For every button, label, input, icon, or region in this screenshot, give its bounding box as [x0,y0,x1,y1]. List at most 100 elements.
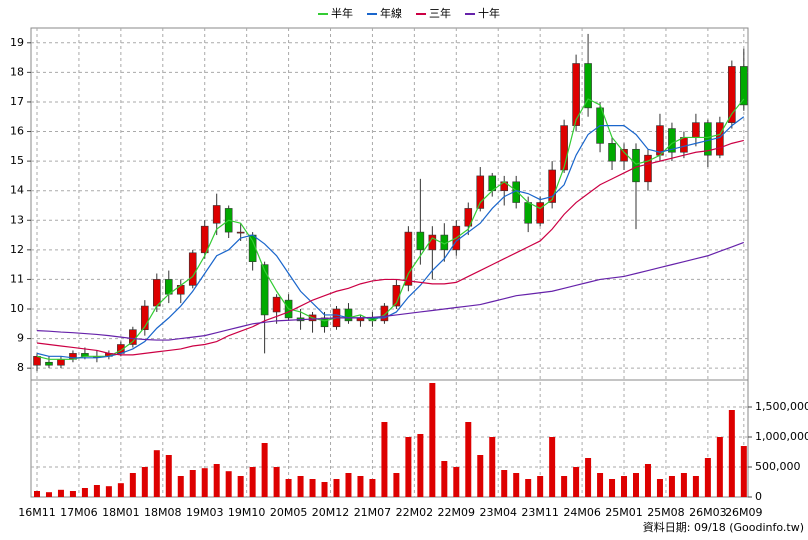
volume-bar [273,467,280,497]
volume-bar [261,443,268,497]
candle-body [584,63,592,109]
volume-bar [704,458,711,497]
x-tick-label: 21M07 [354,506,392,519]
volume-bar [525,479,532,497]
x-tick-label: 18M01 [102,506,140,519]
y-tick-label: 18 [10,65,24,78]
candle-body [476,175,485,209]
y-tick-label: 17 [10,95,24,108]
x-tick-label: 25M01 [605,506,643,519]
volume-bar [573,467,580,497]
x-tick-label: 23M11 [521,506,559,519]
volume-bar [321,482,328,497]
volume-bar [740,446,747,497]
candle-body [200,225,209,254]
volume-bar [489,437,496,497]
footer: 資料日期: 09/18 (Goodinfo.tw) [643,520,804,534]
legend-label: 十年 [478,6,500,20]
candle-body [141,305,149,331]
volume-bar [45,492,52,497]
volume-bar [165,455,172,497]
candle-body [560,125,568,171]
candle-body [728,66,736,123]
legend-label: 三年 [429,6,451,20]
volume-bar [117,483,124,497]
candle-body [380,305,389,322]
candle-body [236,231,245,234]
volume-bar [57,489,64,497]
candle-body [668,128,676,153]
x-tick-label: 17M06 [60,506,98,519]
volume-bar [213,464,220,497]
volume-bar [285,479,292,497]
x-tick-label: 26M09 [725,506,763,519]
volume-bar [609,479,616,497]
volume-bar [549,437,556,497]
y-tick-label: 1,500,000 [755,400,808,413]
x-tick-label: 19M10 [228,506,266,519]
volume-bar [728,410,735,497]
x-tick-label: 19M03 [186,506,224,519]
candle-body [153,279,161,307]
candle-body [416,231,425,251]
volume-bar [189,470,196,497]
ma-line [36,139,744,356]
volume-bar [656,479,663,497]
x-tick-label: 25M08 [647,506,685,519]
y-tick-label: 9 [17,332,24,345]
volume-bar [465,422,472,497]
volume-bar [309,479,316,497]
volume-bar [441,461,448,497]
plot-frame [30,27,749,498]
candle-body [548,169,556,203]
y-tick-label: 10 [10,302,24,315]
volume-bar [34,491,40,497]
x-tick-label: 23M04 [479,506,517,519]
candle-body [57,358,65,366]
volume-bar [692,476,699,497]
volume-bar [621,476,628,497]
volume-bar [153,450,160,497]
legend-label: 半年 [331,6,353,20]
volume-bar [429,383,436,497]
volume-bar [644,464,651,497]
candle-body [740,66,748,106]
volume-bar [105,486,112,497]
volume-bar [141,467,148,497]
volume-bar [129,473,136,497]
y-tick-label: 8 [17,361,24,374]
candle-body [572,63,580,126]
volume-bar [345,473,352,497]
candle-body [272,296,281,313]
volume-bar [225,471,232,497]
volume-bar [69,491,76,497]
volume-bar [477,455,484,497]
candle-body [680,137,688,153]
volume-bar [381,422,388,497]
ma-line [36,116,745,359]
x-tick-label: 26M03 [689,506,727,519]
y-tick-label: 11 [10,272,24,285]
volume-bar [585,458,592,497]
volume-bar [297,476,304,497]
x-tick-label: 20M12 [312,506,350,519]
candle-body [320,317,329,328]
candle-body [716,122,724,156]
candle-body [692,122,700,138]
y-tick-label: 0 [755,490,762,503]
candle-body [33,356,41,366]
volume-bar [357,476,364,497]
y-tick-label: 500,000 [755,460,801,473]
x-tick-label: 20M05 [270,506,308,519]
candle-body [45,361,53,366]
x-tick-label: 18M08 [144,506,182,519]
candle-body [188,252,197,286]
volume-bar [680,473,687,497]
ma-line [36,241,745,341]
y-tick-label: 16 [10,125,24,138]
volume-bar [405,437,412,497]
candle-body [260,264,269,316]
volume-bar [369,479,376,497]
volume-bar [201,468,208,497]
